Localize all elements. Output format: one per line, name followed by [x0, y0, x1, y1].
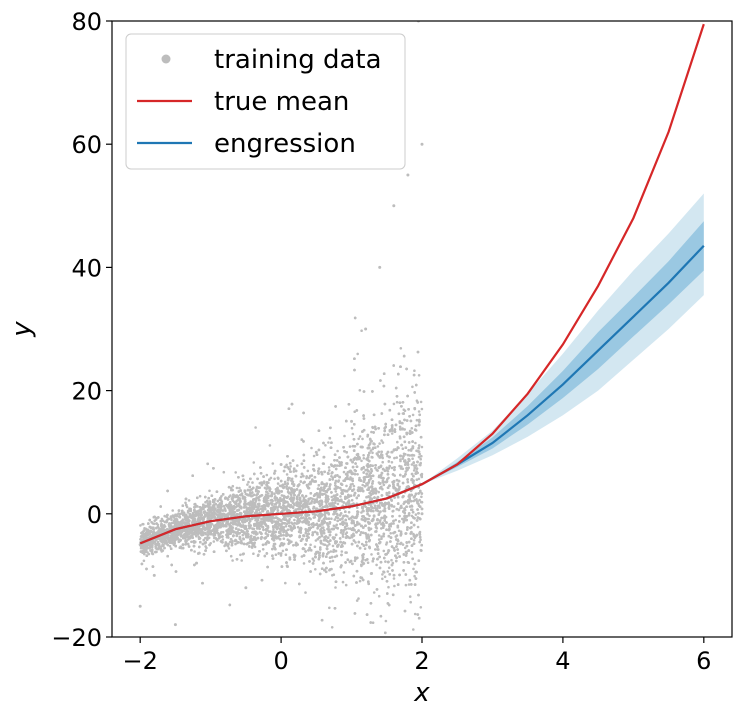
y-tick-label: −20 — [51, 624, 102, 652]
training-data-point — [364, 327, 368, 331]
training-data-point — [350, 419, 354, 423]
y-tick-label: 0 — [87, 501, 102, 529]
y-tick-label: 40 — [71, 254, 102, 282]
training-data-point — [279, 463, 283, 467]
training-data-point — [279, 543, 283, 547]
training-data-point — [378, 265, 382, 269]
x-tick-label: 0 — [273, 647, 288, 675]
training-data-point — [195, 561, 199, 565]
training-data-point — [314, 450, 318, 454]
training-data-point — [406, 173, 410, 177]
legend-label: true mean — [214, 87, 349, 117]
y-axis-label: y — [7, 321, 37, 338]
training-data-point — [420, 142, 424, 146]
y-tick-label: 20 — [71, 378, 102, 406]
training-data-point — [173, 623, 177, 627]
training-data-point — [138, 604, 142, 608]
x-tick-label: 4 — [555, 647, 570, 675]
legend: training data true mean engression — [125, 33, 406, 170]
legend-label: engression — [214, 129, 356, 159]
y-tick-label: 60 — [71, 131, 102, 159]
training-data-point — [152, 573, 156, 577]
legend-box — [125, 33, 406, 170]
plot-area — [138, 21, 705, 635]
training-data-point — [420, 512, 424, 516]
training-data-point — [209, 530, 213, 534]
x-axis-label: x — [413, 678, 430, 708]
legend-label: training data — [214, 45, 382, 75]
true-mean-line — [139, 23, 705, 545]
training-data-point — [244, 586, 248, 590]
training-data-point — [392, 204, 396, 208]
x-tick-label: 6 — [696, 647, 711, 675]
x-tick-label: −2 — [122, 647, 157, 675]
engression-inner-band — [140, 221, 704, 544]
legend-marker-training-data — [161, 54, 171, 64]
x-tick-label: 2 — [414, 647, 429, 675]
y-tick-label: 80 — [71, 8, 102, 36]
